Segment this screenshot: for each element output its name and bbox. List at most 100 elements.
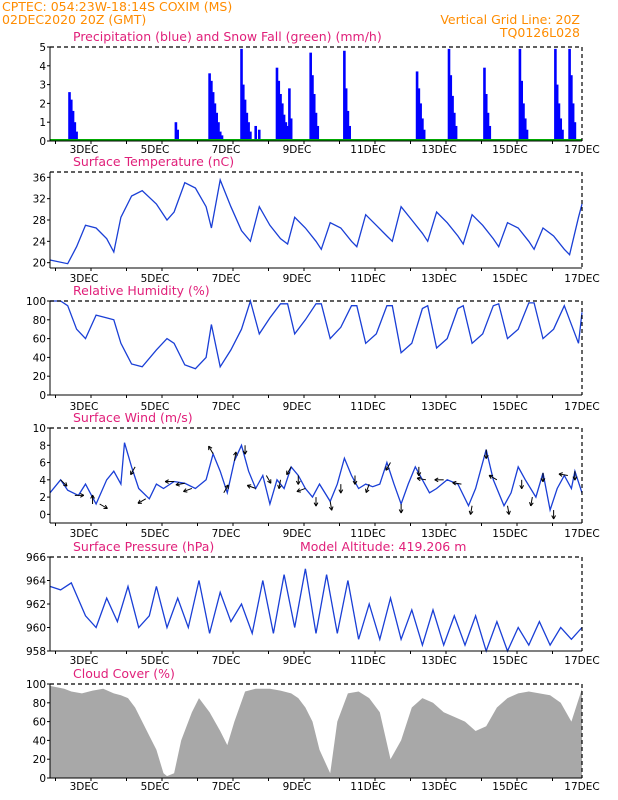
wind-arrow-head <box>385 466 390 471</box>
x-tick-label: 13DEC <box>421 655 456 667</box>
wind-arrow-head <box>277 484 282 489</box>
x-tick-label: 3DEC <box>70 144 99 156</box>
wind-arrow <box>483 449 489 459</box>
precip-bar <box>176 129 179 141</box>
wind-arrow-head <box>296 488 301 493</box>
x-tick-label: 5DEC <box>141 273 170 285</box>
wind-arrow-head <box>130 470 135 476</box>
header-model-id: TQ0126L028 <box>499 25 580 40</box>
precip-bar <box>288 88 291 141</box>
precip-bar <box>422 129 426 141</box>
wind-arrow <box>416 476 427 482</box>
precip-bar <box>245 112 249 141</box>
wind-arrow-head <box>352 480 358 485</box>
x-tick-label: 9DEC <box>283 655 312 667</box>
wind-arrow-shaft <box>175 482 185 486</box>
wind-arrow-head <box>103 504 108 509</box>
wind-arrow-head <box>551 515 556 520</box>
y-tick-label: 966 <box>26 552 46 564</box>
x-tick-label: 17DEC <box>564 528 599 540</box>
precip-bar <box>486 112 490 141</box>
precip-bar <box>218 131 222 141</box>
panel-temp: 20 24 28 32 36 3DEC 5DEC 7DEC 9DEC 11DEC 13DEC 15DE… <box>33 154 600 285</box>
y-tick-label: 0 <box>39 773 46 785</box>
wind-arrow-head <box>519 485 525 490</box>
precip-bar <box>240 48 243 141</box>
wind-arrow-head <box>183 488 188 493</box>
wind-arrow-head <box>416 472 422 477</box>
precip-bar <box>279 94 282 141</box>
precip-bar <box>523 118 527 141</box>
x-tick-label: 17DEC <box>564 144 599 156</box>
precip-bar <box>421 118 424 141</box>
wind-arrow-head <box>365 488 370 493</box>
y-tick-label: 80 <box>33 698 46 710</box>
y-tick-label: 960 <box>26 623 46 635</box>
y-tick-label: 2 <box>39 98 46 110</box>
wind-arrow <box>488 474 498 481</box>
panel-cloud: 0 20 40 60 80 100 3DEC 5DEC 7DEC 9DEC 11DEC 13DEC 15… <box>26 666 600 793</box>
wind-arrow-head <box>313 502 319 507</box>
x-tick-label: 13DEC <box>421 528 456 540</box>
x-tick-label: 3DEC <box>70 273 99 285</box>
y-tick-label: 4 <box>39 61 46 73</box>
y-tick-label: 32 <box>33 194 46 206</box>
header-grid-line: Vertical Grid Line: 20Z <box>440 12 580 27</box>
precip-bar <box>211 92 215 141</box>
wind-arrow-shaft <box>296 487 306 493</box>
precip-bar <box>243 99 247 141</box>
precip-bar <box>316 125 320 141</box>
wind-arrow <box>223 484 229 494</box>
x-tick-label: 9DEC <box>283 781 312 793</box>
x-tick-label: 17DEC <box>564 781 599 793</box>
precip-bar <box>518 48 522 141</box>
wind-arrow <box>365 483 370 493</box>
precip-bar <box>282 114 286 141</box>
wind-arrow-shaft <box>247 484 256 489</box>
precip-bar <box>557 103 561 141</box>
y-tick-label: 8 <box>39 440 46 452</box>
wind-arrow <box>352 475 358 485</box>
precip-bar <box>257 129 261 141</box>
wind-arrow <box>246 484 256 489</box>
precip-bar <box>275 67 279 141</box>
precip-bar <box>454 125 458 141</box>
wind-arrow <box>99 503 108 509</box>
precip-bar <box>573 122 577 141</box>
x-tick-label: 13DEC <box>421 144 456 156</box>
precip-bar <box>419 103 422 141</box>
precip-bar <box>525 129 529 141</box>
cloud-area <box>50 685 582 778</box>
wind-arrow-shaft <box>329 501 333 511</box>
panels: 0 1 2 3 4 5 3DEC 5DEC 7DEC 9DEC 11DEC 13DEC 15DEC 17D… <box>26 29 600 793</box>
wind-arrow <box>296 487 306 493</box>
wind-arrow <box>208 445 214 455</box>
wind-arrow-head <box>295 480 301 485</box>
panel-precip: 0 1 2 3 4 5 3DEC 5DEC 7DEC 9DEC 11DEC 13DEC 15DEC 17D… <box>39 29 599 156</box>
wind-line <box>49 442 583 513</box>
precip-bar <box>71 110 75 141</box>
precip-bar <box>348 125 351 141</box>
y-tick-label: 20 <box>33 371 46 383</box>
wind-arrow-shaft <box>208 445 214 455</box>
precip-bar <box>555 84 559 141</box>
x-tick-label: 13DEC <box>421 273 456 285</box>
wind-arrow-head <box>540 478 546 483</box>
precip-bar <box>415 71 419 141</box>
precip-bar <box>343 50 346 142</box>
wind-arrow-shaft <box>130 466 136 475</box>
wind-arrow <box>265 475 272 484</box>
precip-bar <box>484 94 488 141</box>
x-tick-label: 11DEC <box>350 528 385 540</box>
y-tick-label: 40 <box>33 735 46 747</box>
precip-bar <box>174 122 178 141</box>
wind-arrow <box>60 479 68 487</box>
wind-arrow-head <box>416 476 422 482</box>
wind-arrow-head <box>483 454 489 459</box>
precip-bar <box>520 80 524 141</box>
y-tick-label: 60 <box>33 717 46 729</box>
wind-arrow-head <box>434 477 439 483</box>
wind-arrow-shaft <box>223 484 229 494</box>
wind-arrow <box>328 501 334 511</box>
wind-arrow <box>313 497 319 507</box>
